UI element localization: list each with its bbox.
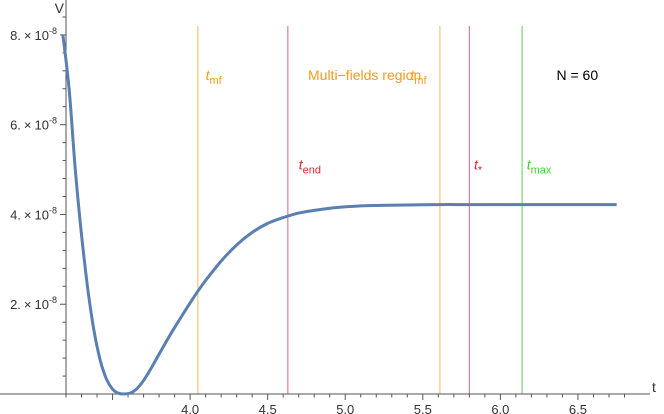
x-axis-label: t	[652, 379, 656, 395]
annotation-tend: tend	[299, 157, 321, 177]
series-group	[61, 34, 617, 396]
y-tick-label: 8. × 10-8	[10, 26, 57, 43]
annotation-tmax: tmax	[527, 157, 552, 177]
x-tick-label: 4.0	[181, 402, 199, 414]
annotation-tstar: t*	[474, 157, 483, 177]
series-line	[61, 34, 617, 396]
x-tick-label: 5.0	[336, 402, 354, 414]
vertical-lines	[197, 26, 523, 394]
annotation-n-label: N = 60	[556, 67, 598, 83]
x-tick-label: 6.5	[569, 402, 587, 414]
y-axis-label: V	[55, 0, 65, 16]
y-ticks: 2. × 10-8 4. × 10-8 6. × 10-8 8. × 10-8	[10, 16, 66, 377]
x-ticks: 4.0 4.5 5.0 5.5 6.0 6.5	[65, 394, 625, 414]
x-tick-label: 6.0	[491, 402, 509, 414]
x-tick-label: 4.5	[259, 402, 277, 414]
annotation-region-label: Multi−fields region	[308, 67, 421, 83]
y-tick-label: 2. × 10-8	[10, 295, 57, 312]
y-tick-label: 6. × 10-8	[10, 116, 57, 133]
annotation-tmf-right: tmf	[410, 67, 427, 87]
y-tick-label: 4. × 10-8	[10, 205, 57, 222]
annotation-tmf-left: tmf	[206, 67, 223, 87]
x-tick-label: 5.5	[414, 402, 432, 414]
